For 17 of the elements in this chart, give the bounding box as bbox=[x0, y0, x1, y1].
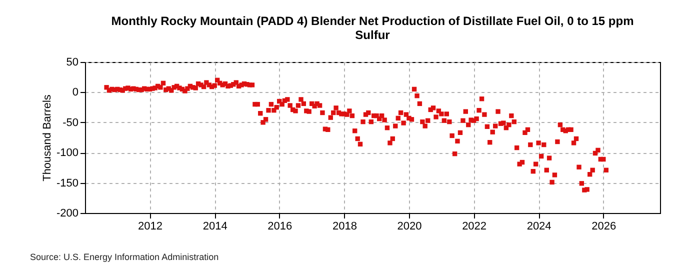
x-tick-label: 2016 bbox=[268, 220, 292, 232]
y-tick-label: 0 bbox=[72, 86, 78, 99]
y-tick-label: 50 bbox=[66, 56, 78, 68]
y-axis-title: Thousand Barrels bbox=[41, 94, 54, 182]
y-tick-label: -100 bbox=[56, 147, 78, 160]
x-tick-label: 2018 bbox=[332, 220, 357, 232]
source-note: Source: U.S. Energy Information Administration bbox=[30, 252, 219, 262]
x-tick-label: 2022 bbox=[462, 220, 487, 232]
x-tick-label: 2014 bbox=[202, 220, 228, 232]
x-tick-label: 2024 bbox=[526, 220, 552, 232]
chart-title: Monthly Rocky Mountain (PADD 4) Blender Net Production of Distillate Fuel Oil, 0 to 15 ppm Sulfur bbox=[111, 14, 634, 42]
x-tick-label: 2012 bbox=[138, 220, 162, 232]
y-tick-label: -150 bbox=[56, 177, 78, 190]
x-tick-label: 2026 bbox=[592, 220, 616, 232]
y-tick-label: -200 bbox=[56, 208, 78, 220]
y-tick-label: -50 bbox=[62, 116, 78, 129]
x-tick-label: 2020 bbox=[397, 220, 422, 232]
